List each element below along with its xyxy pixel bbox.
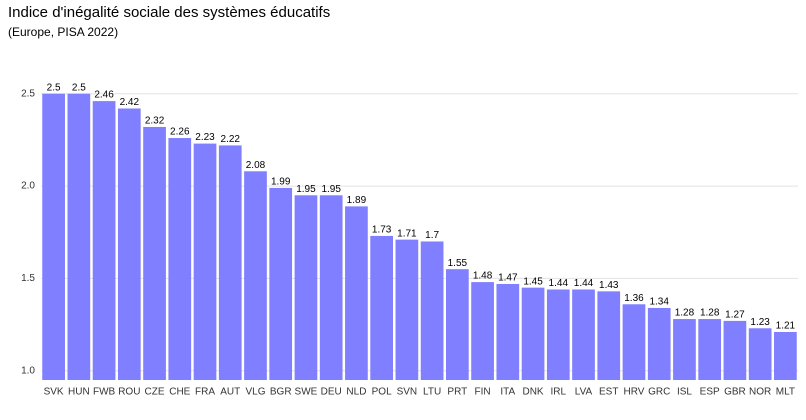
- value-label: 1.44: [574, 278, 594, 289]
- bar: [471, 282, 494, 380]
- bar: [218, 145, 242, 380]
- value-label: 1.28: [675, 308, 695, 319]
- value-label: 2.42: [120, 97, 140, 108]
- bar: [269, 187, 293, 380]
- value-label: 1.45: [523, 276, 543, 287]
- value-label: 1.36: [624, 293, 644, 304]
- value-label: 1.99: [271, 177, 291, 188]
- value-label: 1.95: [321, 184, 341, 195]
- value-label: 1.73: [372, 225, 392, 236]
- value-label: 1.21: [776, 321, 796, 332]
- value-label: 1.27: [725, 310, 745, 321]
- bar: [42, 93, 65, 380]
- bar: [698, 319, 722, 380]
- x-tick-label: AUT: [220, 387, 240, 398]
- value-label: 2.46: [94, 90, 114, 101]
- value-label: 1.34: [649, 297, 669, 308]
- x-tick-label: DNK: [522, 387, 543, 398]
- value-label: 1.55: [448, 258, 468, 269]
- x-tick-label: LVA: [575, 387, 593, 398]
- value-label: 2.32: [145, 116, 165, 127]
- bar: [420, 241, 444, 380]
- x-tick-label: HRV: [624, 387, 645, 398]
- bar: [572, 289, 595, 380]
- bar: [774, 331, 797, 380]
- x-tick-label: BGR: [270, 387, 292, 398]
- x-tick-label: SVK: [44, 387, 64, 398]
- x-tick-label: FIN: [475, 387, 491, 398]
- value-label: 1.44: [549, 278, 569, 289]
- bar: [622, 304, 646, 380]
- x-tick-label: GRC: [648, 387, 670, 398]
- bar: [370, 235, 394, 380]
- value-label: 1.71: [397, 228, 417, 239]
- bar: [496, 283, 520, 380]
- value-label: 1.95: [296, 184, 316, 195]
- x-tick-label: NOR: [749, 387, 771, 398]
- x-tick-label: GBR: [724, 387, 746, 398]
- bar: [117, 108, 141, 380]
- bar: [92, 101, 116, 381]
- value-label: 2.26: [170, 127, 190, 138]
- value-label: 1.48: [473, 271, 493, 282]
- y-tick-label: 2.0: [21, 181, 35, 192]
- bar: [168, 138, 192, 380]
- value-label: 2.22: [221, 134, 241, 145]
- x-tick-label: ISL: [677, 387, 692, 398]
- x-tick-label: LTU: [423, 387, 441, 398]
- value-label: 1.47: [498, 273, 518, 284]
- value-label: 1.7: [425, 230, 439, 241]
- chart-subtitle: (Europe, PISA 2022): [8, 25, 118, 39]
- x-tick-label: NLD: [346, 387, 366, 398]
- x-tick-label: DEU: [321, 387, 342, 398]
- bar: [521, 287, 545, 380]
- x-tick-label: FRA: [195, 387, 215, 398]
- value-label: 1.28: [700, 308, 720, 319]
- y-tick-label: 1.0: [21, 365, 35, 376]
- bar: [244, 171, 267, 380]
- x-tick-label: ITA: [500, 387, 515, 398]
- y-tick-label: 2.5: [21, 88, 35, 99]
- bar: [445, 269, 469, 380]
- x-tick-label: HUN: [68, 387, 90, 398]
- x-tick-label: ESP: [700, 387, 720, 398]
- value-label: 1.43: [599, 280, 619, 291]
- value-label: 2.08: [246, 160, 266, 171]
- bar: [395, 239, 419, 380]
- x-tick-label: SVN: [397, 387, 418, 398]
- bar: [546, 289, 570, 380]
- bar: [67, 93, 91, 380]
- x-tick-label: VLG: [245, 387, 265, 398]
- bar: [193, 143, 217, 380]
- x-tick-label: SWE: [295, 387, 318, 398]
- value-label: 2.23: [195, 132, 215, 143]
- x-tick-label: CZE: [145, 387, 165, 398]
- value-label: 2.5: [47, 82, 61, 93]
- bar: [647, 307, 671, 380]
- x-tick-label: EST: [599, 387, 618, 398]
- x-tick-label: IRL: [551, 387, 567, 398]
- bar: [319, 195, 343, 380]
- x-tick-label: PRT: [447, 387, 467, 398]
- x-tick-label: ROU: [118, 387, 140, 398]
- value-label: 2.5: [72, 82, 86, 93]
- x-tick-label: MLT: [776, 387, 795, 398]
- bar: [723, 320, 747, 380]
- x-tick-label: FWB: [93, 387, 116, 398]
- bar: [345, 206, 368, 380]
- x-tick-label: CHE: [169, 387, 190, 398]
- bar: [294, 195, 318, 380]
- bar: [597, 291, 621, 380]
- bar: [748, 328, 772, 380]
- bar: [673, 319, 696, 380]
- y-tick-label: 1.5: [21, 273, 35, 284]
- chart-title: Indice d'inégalité sociale des systèmes …: [8, 4, 330, 21]
- value-label: 1.23: [750, 317, 770, 328]
- bar: [143, 126, 166, 380]
- value-label: 1.89: [347, 195, 367, 206]
- x-tick-label: POL: [372, 387, 392, 398]
